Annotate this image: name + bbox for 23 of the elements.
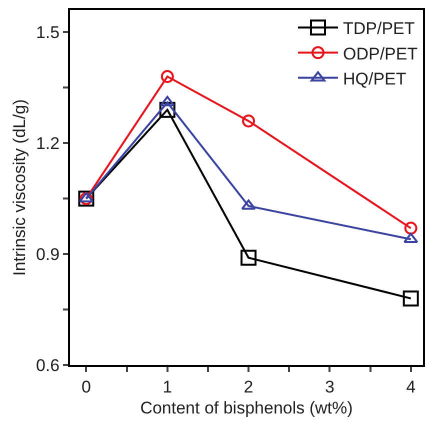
y-axis-title: Intrinsic viscosity (dL/g) [10,99,30,276]
x-axis-title: Content of bisphenols (wt%) [140,398,353,418]
legend-label: TDP/PET [343,19,415,38]
point [241,199,256,210]
y-tick-label: 0.6 [36,356,60,375]
x-tick-label: 1 [162,377,172,396]
point [160,70,174,84]
x-tick-label: 4 [406,377,416,396]
point [403,232,418,244]
point [240,250,257,266]
legend-label: ODP/PET [343,44,418,64]
point [404,222,418,235]
point [159,102,176,118]
x-tick-label: 3 [324,377,334,396]
legend-label: HQ/PET [343,69,406,88]
y-tick-label: 0.9 [36,245,60,264]
y-tick-label: 1.2 [36,134,60,154]
y-tick-label: 1.5 [36,23,60,42]
point [242,114,256,128]
x-tick-label: 0 [81,377,91,396]
point [160,96,175,106]
point [402,290,419,306]
x-tick-label: 2 [244,377,254,396]
